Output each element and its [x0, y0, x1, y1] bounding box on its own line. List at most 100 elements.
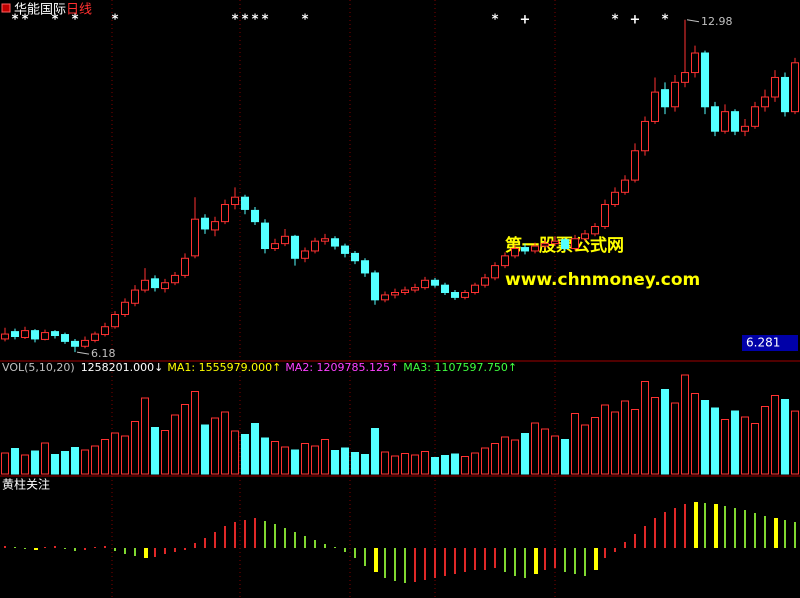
- volume-bar: [171, 414, 179, 475]
- indicator-bar: [394, 548, 396, 581]
- candle-body: [291, 235, 299, 259]
- indicator-bar: [284, 528, 286, 548]
- signal-marker: +: [630, 13, 641, 28]
- signal-marker: *: [262, 13, 269, 28]
- volume-bar: [451, 453, 459, 475]
- candle-body: [461, 292, 469, 298]
- volume-bar: [761, 406, 769, 475]
- candle-body: [711, 106, 719, 132]
- volume-bar: [231, 430, 239, 475]
- min-price: 6.18: [91, 347, 116, 360]
- indicator-bar: [344, 548, 346, 552]
- indicator-bar: [54, 546, 56, 548]
- volume-bar: [661, 389, 669, 475]
- volume-bar: [631, 409, 639, 475]
- volume-bar: [671, 402, 679, 475]
- volume-bar: [191, 391, 199, 475]
- indicator-bar: [684, 504, 686, 548]
- indicator-bar: [274, 524, 276, 548]
- indicator-bar: [594, 548, 598, 570]
- candle-body: [281, 235, 289, 245]
- indicator-bar: [234, 522, 236, 548]
- volume-bar: [471, 452, 479, 475]
- candle-body: [271, 243, 279, 250]
- candle-body: [771, 76, 779, 98]
- ma-value: MA1: 1555979.000↑: [167, 361, 281, 374]
- volume-bar: [431, 457, 439, 475]
- candle-body: [151, 278, 159, 289]
- candle-body: [161, 282, 169, 290]
- indicator-bar: [774, 518, 778, 548]
- candle-body: [671, 81, 679, 108]
- candle-body: [331, 238, 339, 247]
- indicator-bar: [144, 548, 148, 558]
- indicator-bar: [504, 548, 506, 572]
- volume-bar: [81, 449, 89, 475]
- indicator-bar: [474, 548, 476, 570]
- candle-body: [51, 331, 59, 337]
- indicator-bar: [84, 548, 86, 550]
- volume-bar: [521, 433, 529, 475]
- indicator-bar: [564, 548, 566, 572]
- indicator-bar: [534, 548, 538, 574]
- volume-bar: [481, 447, 489, 475]
- indicator-bar: [4, 546, 6, 548]
- candle-body: [451, 292, 459, 298]
- candle-body: [791, 62, 799, 113]
- candle-body: [411, 287, 419, 291]
- candle-body: [551, 240, 559, 245]
- indicator-title: 黄柱关注: [2, 477, 50, 492]
- indicator-bar: [634, 534, 636, 548]
- volume-bar: [361, 454, 369, 475]
- indicator-bar: [214, 532, 216, 548]
- candle-body: [181, 257, 189, 276]
- indicator-bar: [224, 526, 226, 548]
- volume-bar: [511, 439, 519, 475]
- candle-body: [211, 221, 219, 231]
- indicator-bar: [64, 548, 66, 549]
- volume-bar: [311, 445, 319, 475]
- candle-body: [371, 272, 379, 301]
- volume-bar: [381, 451, 389, 475]
- indicator-bar: [494, 548, 496, 568]
- indicator-bar: [314, 540, 316, 548]
- indicator-bar: [184, 548, 186, 550]
- candle-body: [491, 265, 499, 279]
- volume-bar: [401, 453, 409, 475]
- indicator-bar: [614, 548, 616, 552]
- candle-body: [321, 238, 329, 242]
- volume-bar: [71, 447, 79, 475]
- indicator-bar: [604, 548, 606, 558]
- candle-body: [501, 255, 509, 267]
- indicator-bar: [154, 548, 156, 557]
- volume-bar: [491, 443, 499, 475]
- candle-body: [311, 240, 319, 252]
- indicator-bar: [514, 548, 516, 576]
- candle-body: [41, 332, 49, 340]
- indicator-bar: [544, 548, 546, 570]
- candle-body: [171, 274, 179, 284]
- indicator-bar: [484, 548, 486, 570]
- candle-body: [421, 279, 429, 289]
- candle-body: [381, 294, 389, 301]
- signal-marker: *: [72, 13, 79, 28]
- candle-body: [101, 326, 109, 336]
- candle-body: [1, 333, 9, 340]
- volume-bar: [141, 397, 149, 475]
- stock-name: 华能国际: [14, 3, 66, 18]
- candle-body: [401, 289, 409, 294]
- candle-body: [231, 196, 239, 206]
- indicator-bar: [574, 548, 576, 574]
- candle-body: [11, 331, 19, 337]
- volume-bar: [51, 454, 59, 475]
- volume-bar: [121, 435, 129, 475]
- volume-bar: [601, 404, 609, 475]
- candle-body: [481, 277, 489, 286]
- candle-body: [621, 179, 629, 193]
- candle-body: [561, 239, 569, 250]
- indicator-bar: [734, 508, 736, 548]
- volume-bar: [341, 447, 349, 475]
- candle-body: [781, 76, 789, 113]
- volume-bar: [21, 454, 29, 475]
